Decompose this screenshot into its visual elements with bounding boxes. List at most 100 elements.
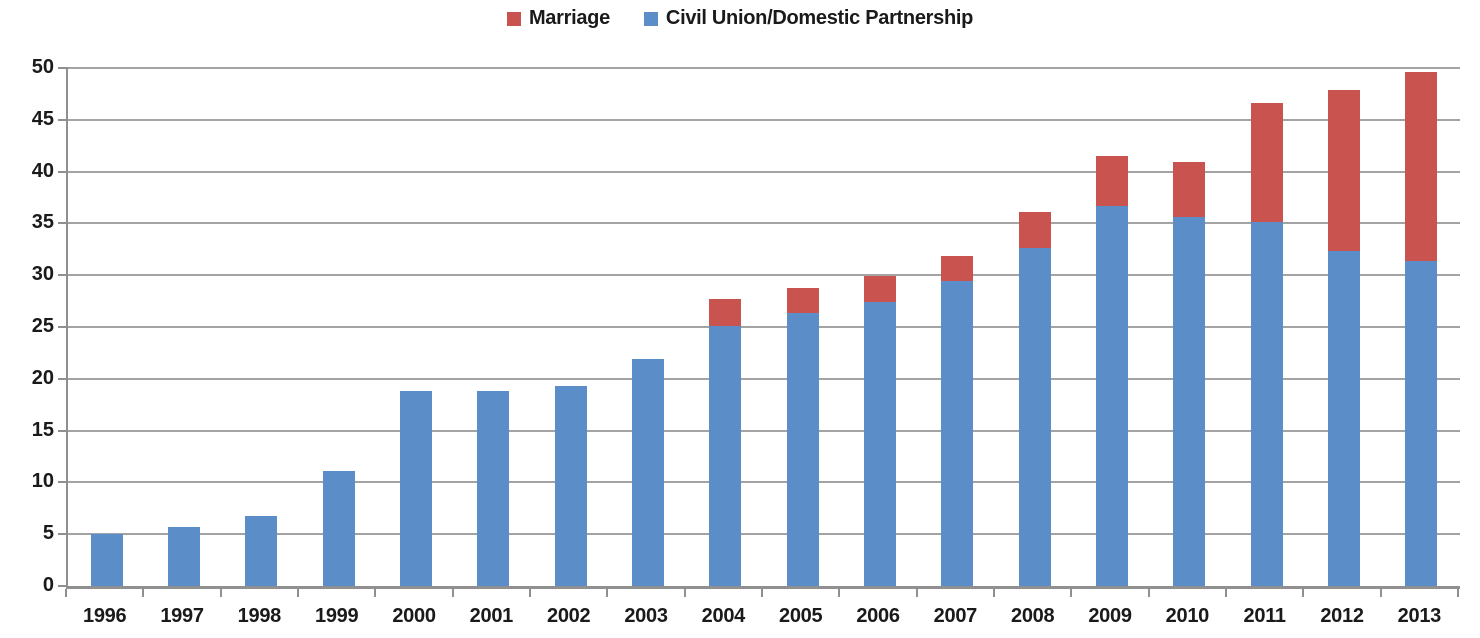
- bar-segment-civil-union: [1018, 248, 1051, 586]
- x-axis-tick: [65, 589, 67, 597]
- legend-label-marriage: Marriage: [528, 7, 610, 29]
- x-axis-tick: [1070, 589, 1073, 597]
- bar-segment-marriage: [1173, 162, 1206, 218]
- x-tick-label: 2007: [933, 605, 978, 627]
- y-axis-tick: [58, 118, 68, 121]
- y-tick-label: 10: [31, 470, 54, 493]
- bar-segment-marriage: [1405, 72, 1438, 261]
- bar-segment-civil-union: [1405, 260, 1438, 586]
- x-axis: 1996 1997 1998 1999 2000 2001 2002 2003 2004 2005…: [65, 589, 1459, 638]
- x-tick-label: 2001: [469, 605, 514, 627]
- x-axis-tick: [761, 589, 763, 597]
- bar-segment-civil-union: [864, 302, 896, 586]
- gridline: [68, 170, 1460, 173]
- legend-label-civil-union: Civil Union/Domestic Partnership: [665, 7, 974, 29]
- legend-item-civil-union: Civil Union/Domestic Partnership: [643, 7, 974, 30]
- bar-segment-civil-union: [400, 391, 432, 586]
- x-tick-label: 2009: [1088, 605, 1132, 627]
- bar-segment-civil-union: [322, 471, 355, 586]
- bar-segment-marriage: [1018, 212, 1051, 249]
- y-axis-tick: [58, 533, 68, 536]
- x-tick-label: 1998: [237, 605, 282, 627]
- y-tick-label: 40: [31, 159, 54, 182]
- y-tick-label: 50: [31, 56, 54, 79]
- gridline: [68, 67, 1460, 69]
- bar-segment-civil-union: [709, 325, 742, 586]
- legend-swatch-marriage-icon: [506, 12, 521, 26]
- bar-segment-marriage: [1250, 103, 1283, 223]
- x-axis-tick: [606, 589, 609, 597]
- y-tick-label: 15: [31, 418, 54, 441]
- y-axis: 0 5 10 15 20 25 30 35 40 45 50: [0, 56, 68, 596]
- x-tick-label: 2010: [1165, 605, 1210, 627]
- x-axis-tick: [1147, 589, 1150, 597]
- bar-segment-marriage: [786, 287, 819, 313]
- y-axis-tick: [58, 222, 68, 225]
- plot-area: [66, 67, 1460, 589]
- y-axis-tick: [58, 585, 68, 587]
- x-axis-tick: [374, 589, 377, 597]
- legend-item-marriage: Marriage: [506, 7, 610, 30]
- x-tick-label: 2002: [547, 605, 591, 627]
- y-tick-label: 45: [31, 107, 54, 130]
- x-axis-tick: [683, 589, 686, 597]
- y-axis-tick: [58, 326, 68, 328]
- x-tick-label: 2011: [1243, 605, 1287, 627]
- x-axis-tick: [1457, 589, 1459, 597]
- bar-segment-marriage: [709, 299, 742, 326]
- gridline: [68, 481, 1460, 484]
- y-axis-tick: [58, 170, 68, 173]
- y-tick-label: 30: [31, 263, 54, 286]
- x-tick-label: 2013: [1397, 605, 1442, 627]
- x-tick-label: 1997: [160, 605, 204, 627]
- gridline: [68, 377, 1460, 380]
- gridline: [68, 222, 1460, 225]
- x-axis-tick: [219, 589, 222, 597]
- bar-segment-civil-union: [477, 391, 510, 586]
- y-tick-label: 25: [31, 315, 54, 338]
- y-axis-tick: [58, 481, 68, 484]
- x-tick-label: 2004: [701, 605, 746, 627]
- gridline: [68, 326, 1460, 328]
- bar-segment-marriage: [864, 276, 896, 303]
- x-axis-tick: [142, 589, 145, 597]
- bar-segment-civil-union: [1096, 205, 1128, 586]
- y-tick-label: 5: [42, 522, 54, 545]
- y-tick-label: 35: [31, 211, 54, 234]
- y-axis-tick: [58, 274, 68, 277]
- gridline: [68, 274, 1460, 277]
- x-axis-tick: [451, 589, 454, 597]
- x-axis-tick: [297, 589, 299, 597]
- gridline: [68, 429, 1460, 432]
- x-tick-label: 2006: [856, 605, 900, 627]
- bar-segment-marriage: [1096, 156, 1128, 206]
- legend-swatch-civil-union-icon: [643, 12, 658, 26]
- y-axis-tick: [58, 67, 68, 69]
- bar-segment-marriage: [941, 255, 974, 282]
- x-tick-label: 2005: [779, 605, 823, 627]
- x-tick-label: 2008: [1011, 605, 1055, 627]
- y-axis-tick: [58, 377, 68, 380]
- y-tick-label: 20: [31, 366, 54, 389]
- bar-segment-civil-union: [632, 359, 664, 586]
- y-axis-tick: [58, 429, 68, 432]
- gridline: [68, 118, 1460, 121]
- bar-segment-civil-union: [554, 386, 587, 586]
- x-axis-tick: [1225, 589, 1227, 597]
- chart-legend: Marriage Civil Union/Domestic Partnershi…: [0, 7, 1480, 30]
- x-axis-tick: [1379, 589, 1382, 597]
- x-axis-tick: [915, 589, 918, 597]
- bar-segment-civil-union: [245, 515, 278, 586]
- bar-segment-civil-union: [1328, 251, 1360, 586]
- x-axis-tick: [993, 589, 995, 597]
- x-axis-tick: [529, 589, 531, 597]
- gridline: [68, 533, 1460, 536]
- bar-segment-civil-union: [90, 534, 123, 586]
- bar-segment-civil-union: [168, 526, 200, 586]
- x-tick-label: 2000: [392, 605, 436, 627]
- x-tick-label: 2003: [624, 605, 668, 627]
- x-tick-label: 2012: [1320, 605, 1364, 627]
- x-axis-tick: [838, 589, 841, 597]
- x-tick-label: 1996: [83, 605, 127, 627]
